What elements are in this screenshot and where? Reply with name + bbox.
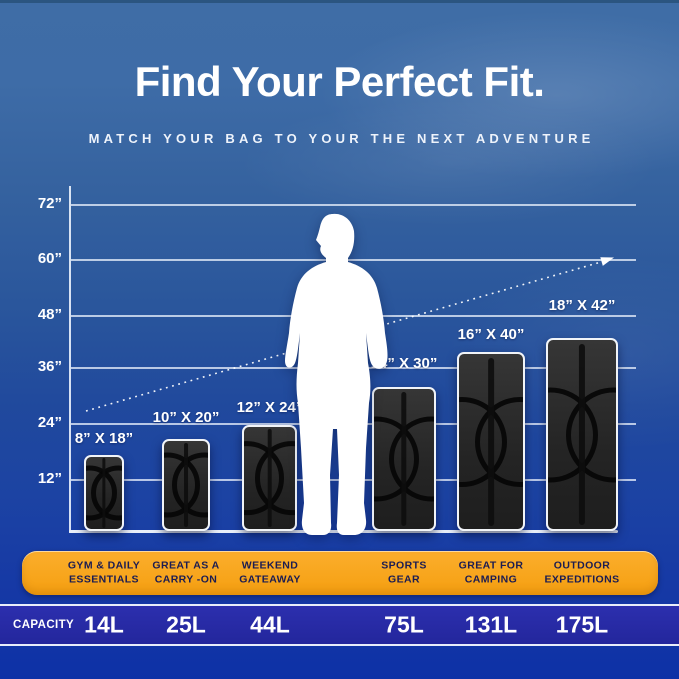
bag-size-label: 12” X 24” (236, 399, 304, 416)
category-line1: GYM & DAILY (67, 559, 141, 572)
y-tick-24: 24” (37, 414, 62, 431)
capacity-value-131l: 131L (464, 611, 518, 638)
y-tick-48: 48” (37, 306, 62, 323)
human-silhouette (285, 213, 388, 535)
duffel-bag-14x30 (372, 387, 436, 531)
duffel-bag-8x18 (84, 455, 124, 531)
category-line2: GATEAWAY (239, 573, 301, 585)
gridline-72in (71, 204, 636, 206)
page-subtitle: MATCH YOUR BAG TO YOUR THE NEXT ADVENTUR… (88, 131, 595, 146)
category-line2: ESSENTIALS (69, 573, 139, 585)
capacity-row-label: CAPACITY (13, 619, 75, 631)
bag-center-strap (267, 429, 272, 527)
page-title: Find Your Perfect Fit. (134, 58, 545, 105)
bag-size-label: 18” X 42” (548, 297, 616, 314)
y-tick-36: 36” (37, 358, 62, 375)
category-line2: EXPEDITIONS (544, 573, 620, 585)
gridline-60in (71, 259, 636, 261)
bag-center-strap (102, 458, 106, 528)
y-axis-line (69, 186, 71, 533)
category-line2: CARRY -ON (154, 573, 218, 585)
category-camping: GREAT FOR CAMPING (459, 559, 524, 586)
bag-size-label: 10” X 20” (152, 409, 220, 426)
category-gym-essentials: GYM & DAILY ESSENTIALS (68, 559, 140, 586)
category-line2: CAMPING (464, 573, 518, 585)
duffel-bag-18x42 (546, 338, 618, 531)
category-weekend-getaway: WEEKEND GATEAWAY (239, 559, 301, 586)
bag-size-label: 14” X 30” (370, 355, 438, 372)
category-sports-gear: SPORTS GEAR (381, 559, 427, 586)
bag-center-strap (401, 391, 407, 527)
capacity-band: CAPACITY 14L 25L 44L 75L 131L 175L (0, 604, 679, 646)
duffel-bag-10x20 (162, 439, 210, 531)
category-line1: GREAT FOR (458, 559, 524, 572)
category-banner: GYM & DAILY ESSENTIALS GREAT AS A CARRY … (22, 551, 658, 595)
duffel-bag-12x24 (242, 425, 297, 531)
y-tick-60: 60” (37, 250, 62, 267)
category-carry-on: GREAT AS A CARRY -ON (152, 559, 219, 586)
category-line1: OUTDOOR (553, 559, 611, 572)
bag-handle-arc-right (90, 465, 122, 521)
duffel-bag-16x40 (457, 352, 525, 531)
category-line2: GEAR (388, 573, 420, 585)
bag-size-label: 16” X 40” (457, 326, 525, 343)
y-tick-12: 12” (37, 470, 62, 487)
top-edge-strip (0, 0, 679, 3)
bag-center-strap (578, 343, 586, 526)
category-line1: WEEKEND (241, 559, 299, 572)
category-outdoor-expeditions: OUTDOOR EXPEDITIONS (545, 559, 620, 586)
category-line1: SPORTS (381, 559, 427, 572)
y-tick-72: 72” (37, 195, 62, 212)
capacity-value-75l: 75L (384, 611, 424, 638)
bag-center-strap (488, 357, 494, 526)
capacity-value-25l: 25L (166, 611, 206, 638)
capacity-value-14l: 14L (84, 611, 124, 638)
bag-size-label: 8” X 18” (74, 430, 134, 447)
capacity-value-44l: 44L (250, 611, 290, 638)
bag-center-strap (184, 442, 188, 528)
category-line1: GREAT AS A (152, 559, 220, 572)
capacity-value-175l: 175L (555, 611, 609, 638)
